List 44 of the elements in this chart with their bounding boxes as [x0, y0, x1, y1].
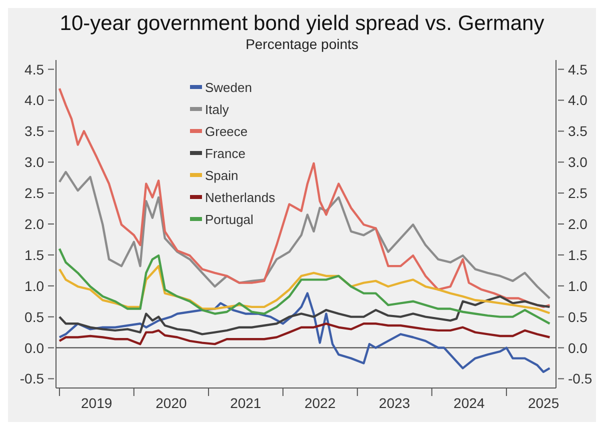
chart-title: 10-year government bond yield spread vs. Germany [58, 11, 546, 36]
x-tick-label: 2024 [454, 395, 485, 411]
y-tick-label: -0.5 [20, 370, 44, 387]
y2-tick-label: 1.5 [568, 246, 588, 263]
y2-tick-label: 0.5 [568, 308, 588, 325]
legend-label: Netherlands [205, 190, 276, 204]
y-tick-label: 1.5 [24, 246, 44, 263]
y-tick-label: 4.5 [24, 61, 44, 78]
x-tick-label: 2025 [528, 395, 560, 411]
legend-label: Greece [205, 124, 248, 138]
y-tick-label: 1.0 [24, 278, 44, 294]
legend-label: Sweden [205, 80, 252, 94]
line-series [58, 248, 551, 325]
y-tick-label: 0.5 [24, 308, 44, 325]
y2-tick-label: 3.0 [568, 154, 588, 170]
line-series [58, 295, 551, 336]
y2-tick-label: 2.5 [568, 185, 588, 202]
line-series [58, 264, 551, 314]
y2-tick-label: 4.5 [568, 61, 588, 78]
x-tick-label: 2019 [81, 395, 112, 411]
y-tick-label: 0.0 [24, 340, 44, 356]
y2-tick-label: 3.5 [568, 123, 588, 140]
legend-label: Spain [205, 168, 238, 182]
legend-label: Italy [205, 102, 229, 116]
chart-subtitle: Percentage points [244, 36, 360, 52]
y2-tick-label: 2.0 [568, 216, 588, 232]
legend-label: France [205, 146, 246, 160]
line-series [58, 170, 551, 300]
y-tick-label: 3.0 [24, 154, 44, 170]
y-tick-label: 2.5 [24, 185, 44, 202]
line-series [58, 322, 551, 346]
y-tick-label: 2.0 [24, 216, 44, 232]
y2-tick-label: 1.0 [568, 278, 588, 294]
x-tick-label: 2022 [304, 395, 336, 411]
line-series [58, 292, 551, 374]
x-tick-label: 2023 [378, 395, 410, 411]
y2-tick-label: -0.5 [568, 370, 592, 387]
legend-label: Portugal [205, 212, 254, 226]
y-tick-label: 3.5 [24, 123, 44, 140]
x-tick-label: 2020 [156, 395, 187, 411]
y-tick-label: 4.0 [24, 92, 44, 108]
y2-tick-label: 0.0 [568, 340, 588, 356]
y2-tick-label: 4.0 [568, 92, 588, 108]
x-tick-label: 2021 [230, 395, 262, 411]
